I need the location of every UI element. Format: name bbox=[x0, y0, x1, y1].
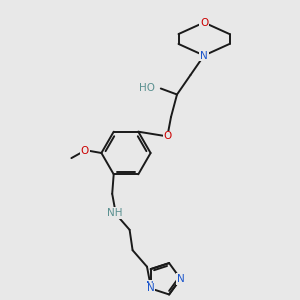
Text: N: N bbox=[200, 50, 208, 61]
Text: N: N bbox=[147, 284, 154, 293]
Text: O: O bbox=[81, 146, 89, 156]
Text: HO: HO bbox=[140, 83, 155, 94]
Text: NH: NH bbox=[107, 208, 123, 218]
Text: N: N bbox=[146, 281, 154, 291]
Text: O: O bbox=[164, 131, 172, 142]
Text: O: O bbox=[200, 17, 208, 28]
Text: N: N bbox=[177, 274, 184, 284]
